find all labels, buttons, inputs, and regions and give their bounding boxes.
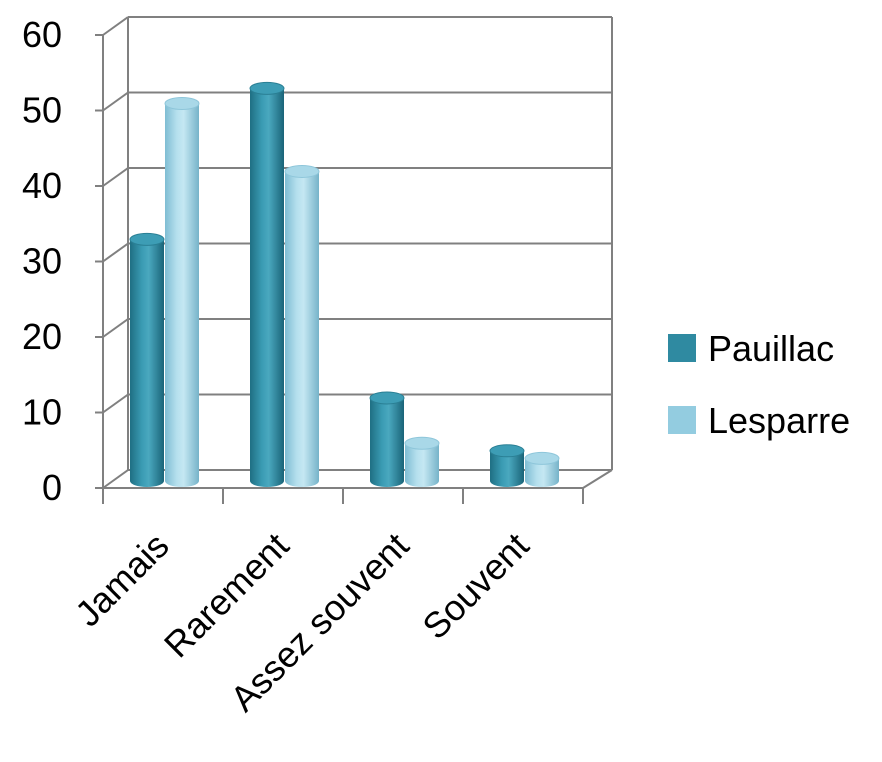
bar-pauillac-1 <box>129 232 165 487</box>
gridline-side <box>102 318 129 338</box>
y-tick-label: 0 <box>42 467 62 508</box>
y-tick-label: 20 <box>22 316 62 357</box>
x-category-label: Jamais <box>67 525 177 635</box>
gridline-side <box>102 242 129 263</box>
bars <box>129 81 560 488</box>
y-tick-label: 50 <box>22 90 62 131</box>
legend-swatch-pauillac <box>668 334 696 362</box>
gridlines <box>102 16 612 489</box>
legend-label-pauillac: Pauillac <box>708 328 834 369</box>
bar-pauillac-4 <box>489 444 525 487</box>
y-tick-label: 30 <box>22 241 62 282</box>
gridline-side <box>102 393 129 414</box>
x-category-label: Souvent <box>414 525 536 647</box>
floor-right-edge <box>582 469 613 489</box>
bar-lesparre-4 <box>524 451 560 487</box>
y-tick-label: 60 <box>22 14 62 55</box>
bar-pauillac-2 <box>249 81 285 488</box>
legend-label-lesparre: Lesparre <box>708 400 850 441</box>
axes <box>95 17 613 504</box>
legend-swatch-lesparre <box>668 406 696 434</box>
bar-lesparre-1 <box>164 97 200 487</box>
gridline-side <box>102 469 129 489</box>
bar-pauillac-3 <box>369 391 405 487</box>
y-tick-label: 40 <box>22 165 62 206</box>
bar-lesparre-2 <box>284 164 320 487</box>
gridline-side <box>102 91 129 112</box>
legend: Pauillac Lesparre <box>668 328 850 441</box>
gridline-side <box>102 167 129 187</box>
gridline-side <box>102 16 129 36</box>
y-tick-label: 10 <box>22 392 62 433</box>
bar-lesparre-3 <box>404 436 440 487</box>
